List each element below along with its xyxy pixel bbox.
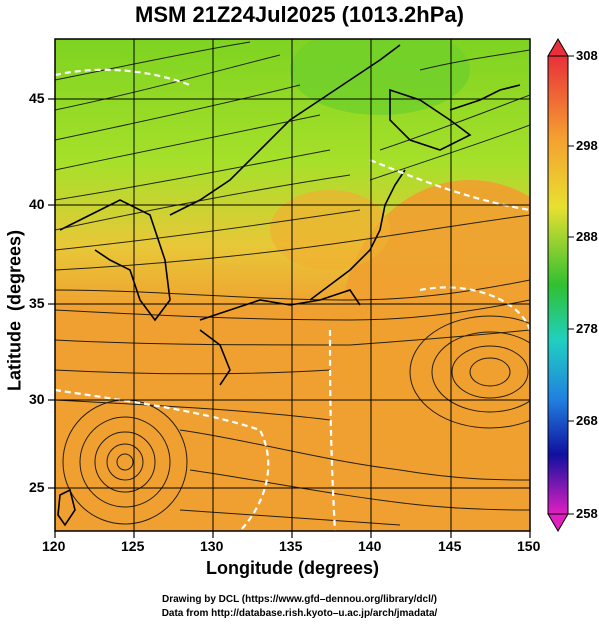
isobars <box>55 68 530 531</box>
x-axis-label: Longitude (degrees) <box>205 558 379 578</box>
coastlines <box>57 44 521 527</box>
colorbar <box>547 38 574 532</box>
x-tick-130: 130 <box>200 538 224 554</box>
y-tick-25: 25 <box>29 479 45 495</box>
colorbar-tick-258: 258 <box>576 506 598 521</box>
colorbar-tick-278: 278 <box>576 321 598 336</box>
colorbar-tick-268: 268 <box>576 413 598 428</box>
credit-drawing: Drawing by DCL (https://www.gfd–dennou.o… <box>161 594 437 605</box>
x-tick-135: 135 <box>279 538 303 554</box>
streamlines <box>55 41 530 526</box>
credit-data: Data from http://database.rish.kyoto–u.a… <box>161 608 438 619</box>
x-tick-145: 145 <box>438 538 462 554</box>
y-tick-30: 30 <box>29 391 45 407</box>
colorbar-tick-298: 298 <box>576 138 598 153</box>
y-tick-40: 40 <box>29 196 45 212</box>
y-tick-45: 45 <box>29 90 45 106</box>
x-tick-125: 125 <box>121 538 145 554</box>
colorbar-tick-288: 288 <box>576 229 598 244</box>
y-tick-35: 35 <box>29 295 45 311</box>
x-tick-150: 150 <box>517 538 541 554</box>
y-axis-label: Latitude (degrees) <box>4 229 25 392</box>
colorbar-tick-308: 308 <box>576 48 598 63</box>
grid-lines <box>55 39 530 531</box>
x-tick-140: 140 <box>358 538 382 554</box>
x-tick-120: 120 <box>42 538 66 554</box>
map-title: MSM 21Z24Jul2025 (1013.2hPa) <box>135 2 464 27</box>
